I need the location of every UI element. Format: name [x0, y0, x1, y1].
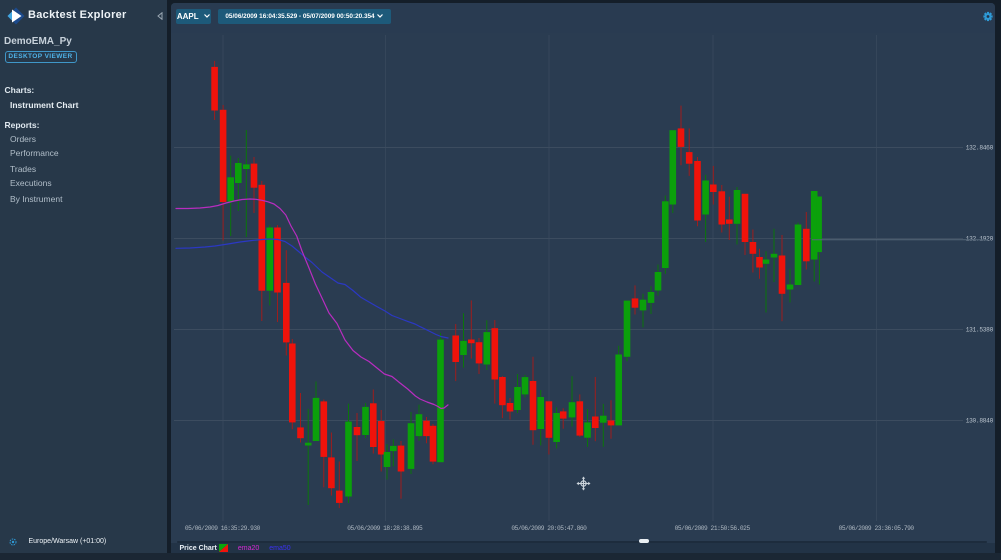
- svg-text:05/06/2009 20:05:47.860: 05/06/2009 20:05:47.860: [511, 525, 587, 532]
- svg-text:05/06/2009 23:36:05.790: 05/06/2009 23:36:05.790: [839, 525, 915, 532]
- svg-text:05/06/2009 18:28:38.895: 05/06/2009 18:28:38.895: [347, 525, 423, 532]
- svg-text:130.8840: 130.8840: [966, 418, 994, 425]
- svg-text:05/06/2009 16:35:29.930: 05/06/2009 16:35:29.930: [185, 525, 261, 532]
- svg-text:132.8460: 132.8460: [966, 145, 994, 152]
- svg-text:05/06/2009 21:50:56.025: 05/06/2009 21:50:56.025: [675, 525, 751, 532]
- svg-text:131.5380: 131.5380: [966, 327, 994, 334]
